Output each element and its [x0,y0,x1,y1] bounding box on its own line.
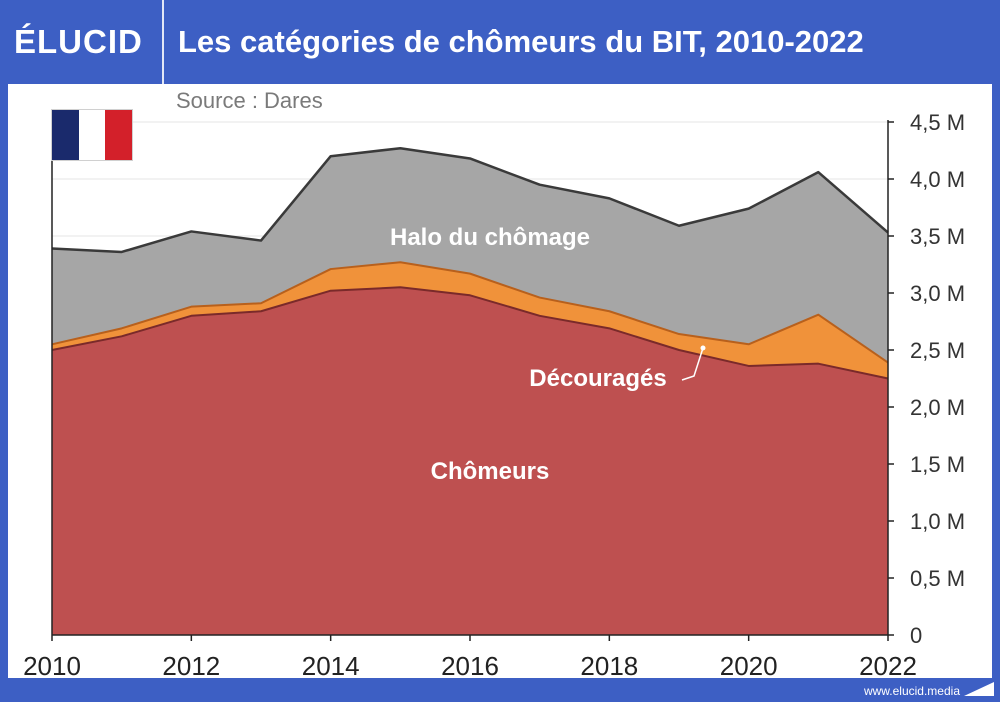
header: ÉLUCID Les catégories de chômeurs du BIT… [0,0,1000,84]
x-tick-label-6: 2022 [859,651,917,681]
y-tick-label-1: 0,5 M [910,566,965,591]
area-0 [52,287,888,635]
area-2 [52,148,888,363]
elucid-mark-icon [964,682,994,696]
website-link[interactable]: www.elucid.media [863,684,960,698]
y-tick-label-2: 1,0 M [910,509,965,534]
y-tick-label-5: 2,5 M [910,338,965,363]
x-tick-label-4: 2018 [580,651,638,681]
series-line-2 [51,146,889,254]
series-line-1 [51,261,889,364]
x-tick-label-1: 2012 [162,651,220,681]
decourages-leader-line [681,347,704,381]
x-tick-label-2: 2014 [302,651,360,681]
y-tick-label-4: 2,0 M [910,395,965,420]
series-label-chomeurs: Chômeurs [431,458,550,485]
flag-stripe-blue [52,110,79,160]
y-tick-label-0: 0 [910,623,922,648]
series-label-decourages: Découragés [529,365,666,392]
y-tick-label-7: 3,5 M [910,224,965,249]
y-tick-label-3: 1,5 M [910,452,965,477]
x-tick-label-3: 2016 [441,651,499,681]
flag-stripe-white [78,110,106,160]
source-label: Source : Dares [176,88,323,113]
chart-title: Les catégories de chômeurs du BIT, 2010-… [178,24,864,59]
y-tick-label-6: 3,0 M [910,281,965,306]
series-line-0 [51,286,889,380]
y-tick-label-8: 4,0 M [910,167,965,192]
x-tick-label-5: 2020 [720,651,778,681]
series-label-halo: Halo du chômage [390,224,590,251]
elucid-logo: ÉLUCID [14,23,143,60]
x-tick-label-0: 2010 [23,651,81,681]
france-flag-icon [52,110,133,160]
decourages-leader-dot [700,345,706,351]
flag-stripe-red [105,110,133,160]
header-divider [162,0,164,84]
y-tick-label-9: 4,5 M [910,110,965,135]
